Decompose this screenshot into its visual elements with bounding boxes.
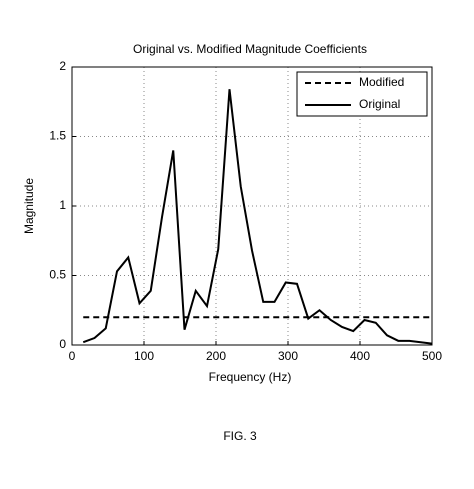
- y-tick-label: 0: [59, 337, 66, 351]
- x-tick-label: 300: [278, 349, 298, 363]
- x-tick-label: 100: [134, 349, 154, 363]
- data-line: [82, 89, 433, 345]
- figure-caption: FIG. 3: [223, 429, 257, 443]
- x-tick-label: 500: [422, 349, 442, 363]
- legend-box: [296, 71, 428, 117]
- y-axis-label: Magnitude: [22, 178, 36, 234]
- y-tick-label: 1.5: [49, 129, 66, 143]
- legend-label: Original: [359, 97, 400, 111]
- x-tick-label: 200: [206, 349, 226, 363]
- chart-title: Original vs. Modified Magnitude Coeffici…: [133, 42, 367, 56]
- legend-label: Modified: [359, 75, 404, 89]
- plot-frame: [71, 66, 433, 346]
- y-tick-label: 1: [59, 198, 66, 212]
- y-tick-label: 2: [59, 59, 66, 73]
- x-tick-label: 0: [69, 349, 76, 363]
- y-tick-label: 0.5: [49, 268, 66, 282]
- x-axis-label: Frequency (Hz): [209, 370, 292, 384]
- x-tick-label: 400: [350, 349, 370, 363]
